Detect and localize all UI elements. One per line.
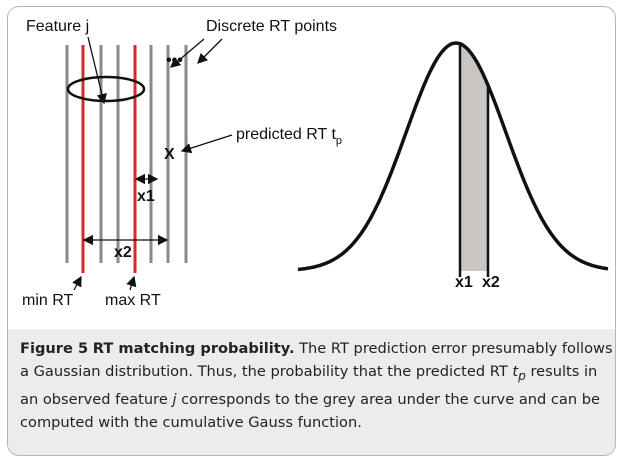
dots: •••	[166, 52, 183, 69]
caption-italic: j	[172, 390, 177, 408]
rt-lines	[65, 45, 188, 263]
predicted-label: predicted RT tp	[236, 126, 342, 147]
caption: Figure 5 RT matching probability. The RT…	[8, 329, 615, 455]
feature-ellipse	[66, 75, 146, 103]
points-label: Discrete RT points	[206, 18, 337, 35]
max-label: max RT	[105, 292, 161, 309]
arrow	[180, 134, 233, 154]
min-label: min RT	[22, 292, 73, 309]
caption-italic: t	[512, 363, 519, 380]
caption-sub: p	[518, 368, 526, 383]
x1-label: x1	[137, 188, 155, 205]
caption-text: results in an observed feature	[20, 363, 598, 408]
arrow	[87, 36, 107, 105]
predicted-sub: p	[336, 135, 342, 147]
predicted-text: predicted RT t	[236, 126, 336, 143]
figure-box: Feature j Discrete RT points ••• X predi…	[7, 6, 616, 456]
arrow	[126, 275, 137, 291]
x-mark: X	[164, 146, 175, 163]
caption-text: The RT prediction error presumably follo…	[20, 340, 613, 380]
arrow	[170, 38, 205, 68]
probability-area	[460, 43, 488, 272]
arrow	[197, 38, 223, 64]
curve-x1-label: x1	[455, 274, 473, 291]
curve-x2-label: x2	[482, 274, 500, 291]
caption-title: RT matching probability.	[92, 340, 295, 357]
x2-label: x2	[114, 244, 132, 261]
caption-label: Figure 5	[20, 340, 89, 357]
arrow	[72, 275, 82, 291]
caption-text: corresponds to the grey area under the c…	[20, 390, 601, 431]
gauss-curve	[297, 41, 609, 272]
feature-label: Feature j	[26, 18, 89, 35]
figure: Feature j Discrete RT points ••• X predi…	[22, 18, 609, 309]
